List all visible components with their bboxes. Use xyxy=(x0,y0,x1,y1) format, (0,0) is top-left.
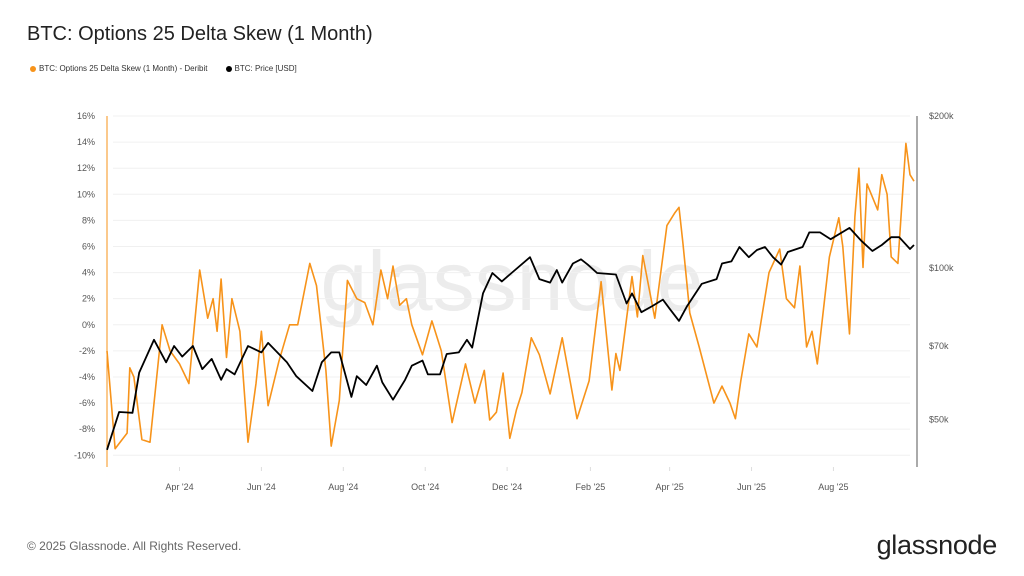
x-tick-label: Jun '24 xyxy=(247,482,276,492)
y-right-tick-label: $200k xyxy=(929,111,954,121)
x-tick-label: Apr '24 xyxy=(165,482,193,492)
legend-label-skew: BTC: Options 25 Delta Skew (1 Month) - D… xyxy=(39,64,208,73)
y-left-tick-label: 8% xyxy=(82,215,95,225)
legend-item-price[interactable]: BTC: Price [USD] xyxy=(225,64,297,73)
legend-label-price: BTC: Price [USD] xyxy=(234,64,297,73)
y-left-tick-label: 16% xyxy=(77,111,95,121)
y-left-tick-label: 4% xyxy=(82,268,95,278)
y-left-tick-label: -8% xyxy=(79,424,95,434)
y-left-tick-label: -2% xyxy=(79,346,95,356)
skew-series-line xyxy=(106,142,915,450)
y-left-tick-label: 12% xyxy=(77,163,95,173)
x-tick-label: Apr '25 xyxy=(655,482,683,492)
y-right-tick-label: $70k xyxy=(929,341,949,351)
legend: BTC: Options 25 Delta Skew (1 Month) - D… xyxy=(30,64,297,73)
x-tick-label: Feb '25 xyxy=(576,482,606,492)
x-tick-label: Oct '24 xyxy=(411,482,439,492)
y-right-tick-label: $100k xyxy=(929,263,954,273)
legend-dot-skew xyxy=(30,65,36,72)
y-left-tick-label: 0% xyxy=(82,320,95,330)
legend-dot-price xyxy=(225,65,232,72)
x-tick-label: Aug '25 xyxy=(818,482,848,492)
y-left-tick-label: 14% xyxy=(77,137,95,147)
y-left-tick-label: -10% xyxy=(74,450,95,460)
chart-title: BTC: Options 25 Delta Skew (1 Month) xyxy=(27,23,373,45)
copyright-footer: © 2025 Glassnode. All Rights Reserved. xyxy=(27,539,242,553)
y-left-tick-label: -6% xyxy=(79,398,95,408)
legend-item-skew[interactable]: BTC: Options 25 Delta Skew (1 Month) - D… xyxy=(30,64,208,73)
glassnode-logo: glassnode xyxy=(876,530,998,560)
y-left-tick-label: 2% xyxy=(82,294,95,304)
watermark: glassnode xyxy=(321,234,704,328)
y-right-tick-label: $50k xyxy=(929,415,949,425)
x-tick-label: Dec '24 xyxy=(492,482,522,492)
y-left-tick-label: 10% xyxy=(77,189,95,199)
x-tick-label: Aug '24 xyxy=(328,482,358,492)
y-left-tick-label: -4% xyxy=(79,372,95,382)
price-series-line xyxy=(106,227,915,451)
y-left-tick-label: 6% xyxy=(82,241,95,251)
x-tick-label: Jun '25 xyxy=(737,482,766,492)
